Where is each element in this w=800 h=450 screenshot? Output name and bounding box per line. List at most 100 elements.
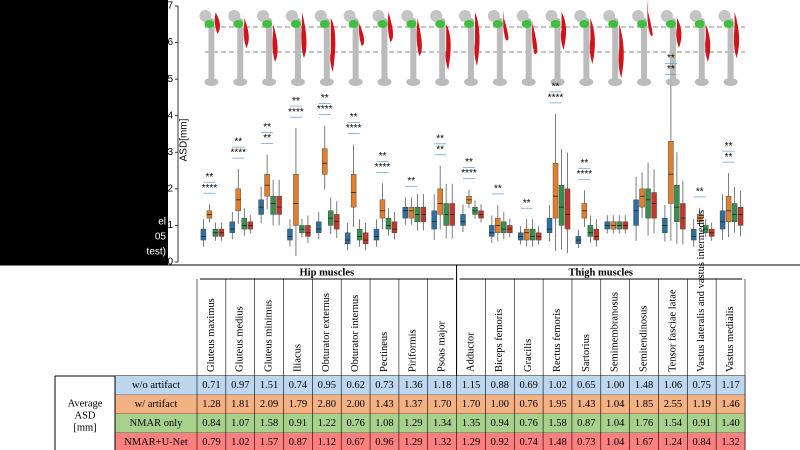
box: [691, 228, 697, 241]
box: [639, 188, 645, 208]
column-header: Biceps femoris: [494, 309, 505, 372]
femur-shaft: [208, 18, 215, 82]
box: [674, 184, 680, 222]
femur-head: [660, 10, 673, 22]
significance-label: **: [725, 141, 733, 152]
table-cell: 0.76: [346, 418, 364, 429]
box: [402, 206, 409, 219]
box: [731, 203, 738, 222]
box: [229, 221, 235, 233]
table-cell: 1.48: [548, 437, 566, 448]
box: [385, 217, 392, 230]
femur-shaft: [266, 18, 273, 82]
table-cell: 0.92: [491, 437, 509, 448]
muscle-shape: [560, 12, 567, 50]
significance-label: ****: [461, 168, 477, 179]
table-cell: 1.37: [404, 399, 422, 410]
table-cell: 1.22: [318, 418, 336, 429]
table-cell: 1.43: [577, 399, 595, 410]
table-cell: 0.94: [491, 418, 510, 429]
table-cell: 1.36: [404, 380, 422, 391]
table-cell: 0.84: [202, 418, 221, 429]
muscle-shape: [243, 18, 249, 48]
box: [344, 232, 351, 244]
pelvis-marker: [723, 20, 734, 28]
column-header: Adductor: [465, 332, 476, 372]
y-tick-label: 5: [167, 74, 173, 85]
row-background: [115, 395, 745, 414]
box: [293, 174, 299, 226]
column-header: Gluteus maximus: [206, 298, 217, 372]
pelvis-marker: [521, 20, 532, 28]
significance-label: **: [667, 64, 675, 75]
table-cell: 1.04: [606, 418, 625, 429]
significance-label: ****: [346, 123, 362, 134]
column-header: Vastus medialis: [725, 306, 736, 372]
box: [350, 174, 357, 208]
pelvis-marker: [204, 20, 215, 28]
femur-shaft: [641, 18, 648, 82]
row-group-label: Average: [68, 398, 103, 409]
femur-head: [487, 10, 500, 22]
box: [200, 228, 207, 241]
significance-label: **: [725, 152, 733, 163]
pelvis-marker: [550, 20, 561, 28]
muscle-shape: [387, 12, 394, 42]
column-header: Iliacus: [292, 344, 303, 372]
table-cell: 1.00: [606, 380, 624, 391]
femur-head: [689, 10, 702, 22]
table-cell: 0.69: [519, 380, 537, 391]
column-header: Gracilis: [523, 339, 534, 372]
pelvis-marker: [492, 20, 503, 28]
muscle-shape: [474, 12, 480, 66]
femur-condyle: [492, 78, 507, 86]
femur-shaft: [583, 18, 590, 82]
y-axis-label: ASD[mm]: [179, 118, 190, 161]
femur-condyle: [665, 78, 680, 86]
table-cell: 1.67: [635, 437, 653, 448]
muscle-shape: [589, 18, 595, 64]
legend-fragment: 05: [155, 232, 167, 243]
column-header: Psoas major: [437, 320, 448, 372]
y-tick-label: 2: [167, 183, 173, 194]
femur-condyle: [464, 78, 478, 86]
y-tick-label: 6: [167, 37, 173, 48]
box: [564, 188, 571, 230]
box: [546, 217, 553, 233]
table-cell: 2.09: [260, 399, 278, 410]
significance-label: ****: [230, 148, 246, 159]
column-header: Gluteus medius: [235, 306, 246, 372]
table-cell: 1.95: [548, 399, 566, 410]
table-cell: 0.67: [346, 437, 364, 448]
table-cell: 1.35: [462, 418, 480, 429]
table-cell: 1.85: [635, 399, 653, 410]
significance-label: **: [263, 133, 271, 144]
femur-head: [257, 10, 270, 22]
significance-label: **: [552, 82, 560, 93]
table-cell: 0.91: [289, 418, 307, 429]
femur-shaft: [323, 18, 330, 82]
femur-shaft: [352, 18, 359, 82]
femur-head: [401, 10, 414, 22]
significance-label: **: [350, 112, 358, 123]
table-cell: 0.96: [375, 437, 393, 448]
significance-label: **: [580, 158, 588, 169]
box: [651, 192, 657, 219]
table-cell: 1.43: [375, 399, 393, 410]
femur-shaft: [439, 18, 446, 82]
column-header: Semimembranosus: [610, 292, 621, 372]
table-cell: 1.19: [693, 399, 711, 410]
box: [645, 188, 651, 219]
significance-label: ****: [202, 183, 218, 194]
table-cell: 1.58: [260, 418, 278, 429]
box: [305, 225, 311, 237]
table-cell: 0.79: [202, 437, 220, 448]
table-cell: 1.15: [462, 380, 480, 391]
table-cell: 1.24: [664, 437, 683, 448]
row-background: [115, 376, 745, 395]
table-cell: 0.91: [693, 418, 711, 429]
muscle-shape: [676, 18, 682, 48]
legend-fragment: el: [158, 217, 166, 228]
table-cell: 1.17: [721, 380, 739, 391]
pelvis-marker: [348, 20, 359, 28]
